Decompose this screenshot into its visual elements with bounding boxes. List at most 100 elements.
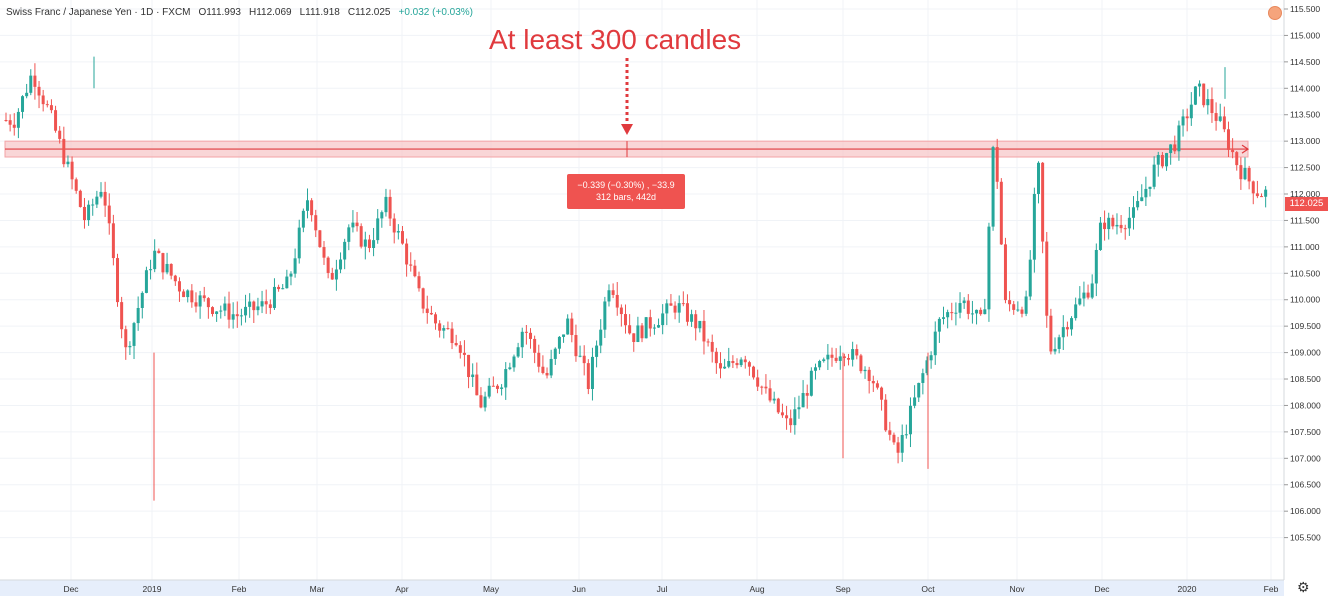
candle-body	[475, 374, 479, 396]
time-tick-label: Oct	[921, 584, 935, 594]
candle-body	[710, 341, 714, 352]
candle-body	[87, 204, 91, 221]
candle-body	[244, 306, 248, 316]
price-tick-label: 110.000	[1290, 295, 1320, 305]
candle-body	[690, 314, 694, 322]
candle-body	[644, 317, 648, 339]
candle-body	[702, 320, 706, 342]
candle-body	[219, 310, 223, 312]
candle-body	[1061, 327, 1065, 338]
candle-body	[400, 231, 404, 244]
candle-body	[297, 227, 301, 259]
candle-body	[45, 104, 49, 106]
candles	[4, 56, 1268, 501]
candle-body	[227, 303, 231, 320]
candle-body	[384, 196, 388, 213]
candle-body	[661, 313, 665, 326]
candle-body	[392, 218, 396, 233]
candle-body	[429, 312, 433, 315]
candle-body	[359, 226, 363, 247]
candle-body	[1193, 86, 1197, 105]
time-tick-label: Jun	[572, 584, 586, 594]
candle-body	[1177, 125, 1181, 152]
candle-body	[202, 295, 206, 299]
candle-body	[677, 303, 681, 313]
measure-box[interactable]: −0.339 (−0.30%) , −33.9 312 bars, 442d	[567, 174, 685, 209]
price-tick-label: 111.500	[1290, 215, 1320, 225]
time-tick-label: Mar	[310, 584, 325, 594]
candle-body	[562, 334, 566, 337]
candle-body	[859, 355, 863, 372]
candle-body	[471, 374, 475, 378]
price-axis-bg	[1284, 0, 1330, 596]
candle-body	[1226, 129, 1230, 150]
ohlc-close: C112.025	[347, 7, 391, 18]
candle-body	[264, 301, 268, 305]
candle-body	[78, 190, 82, 207]
candle-body	[632, 333, 636, 342]
candle-body	[91, 204, 95, 206]
candle-body	[950, 312, 954, 314]
candle-body	[124, 329, 128, 348]
candle-body	[268, 304, 272, 308]
candle-body	[1231, 149, 1235, 153]
candle-body	[747, 362, 751, 367]
candle-body	[904, 434, 908, 436]
candle-body	[413, 265, 417, 277]
alert-dot-icon[interactable]	[1268, 6, 1282, 20]
candle-body	[256, 306, 260, 311]
candle-body	[272, 286, 276, 308]
candle-body	[1264, 189, 1268, 197]
time-tick-label: May	[483, 584, 500, 594]
candle-body	[896, 442, 900, 453]
candle-body	[995, 147, 999, 182]
candle-body	[805, 393, 809, 396]
time-tick-label: Dec	[63, 584, 79, 594]
candle-body	[599, 329, 603, 346]
candle-body	[739, 359, 743, 366]
candle-body	[942, 317, 946, 319]
candle-body	[1218, 116, 1222, 121]
candle-body	[1028, 259, 1032, 297]
candle-body	[1202, 83, 1206, 106]
time-axis[interactable]: Dec 2019 Feb Mar Apr May Jun Jul Aug Sep Oct Nov Dec…	[0, 579, 1284, 596]
gear-icon[interactable]: ⚙	[1297, 579, 1310, 595]
candle-body	[855, 349, 859, 356]
price-tick-label: 113.000	[1290, 136, 1320, 146]
candle-body	[1140, 197, 1144, 202]
candle-body	[1020, 309, 1024, 314]
candle-body	[838, 356, 842, 361]
candle-body	[301, 210, 305, 228]
candle-body	[1131, 207, 1135, 218]
candle-body	[582, 355, 586, 364]
candle-body	[25, 92, 29, 97]
time-tick-label: Feb	[1264, 584, 1279, 594]
price-tick-label: 112.500	[1290, 163, 1320, 173]
candle-body	[186, 290, 190, 298]
symbol-title[interactable]: Swiss Franc / Japanese Yen · 1D · FXCM	[6, 7, 191, 18]
candle-body	[74, 179, 78, 191]
candle-body	[1049, 315, 1053, 352]
candle-body	[541, 366, 545, 373]
candle-body	[801, 393, 805, 408]
candle-body	[487, 385, 491, 397]
candle-body	[979, 309, 983, 315]
candle-body	[793, 409, 797, 426]
candle-body	[789, 418, 793, 426]
candle-body	[847, 358, 851, 360]
candle-body	[182, 291, 186, 298]
candle-body	[305, 200, 309, 211]
candle-body	[144, 270, 148, 293]
candle-body	[421, 288, 425, 309]
candle-body	[867, 369, 871, 381]
candle-body	[95, 196, 99, 205]
candle-body	[1119, 224, 1123, 229]
candle-body	[388, 196, 392, 219]
candle-body	[136, 307, 140, 324]
price-axis[interactable]: 115.500 115.000 114.500 114.000 113.500 113.0…	[1283, 0, 1330, 596]
candle-body	[62, 138, 66, 165]
candle-body	[1185, 116, 1189, 119]
candle-body	[851, 349, 855, 360]
candle-body	[161, 253, 165, 273]
